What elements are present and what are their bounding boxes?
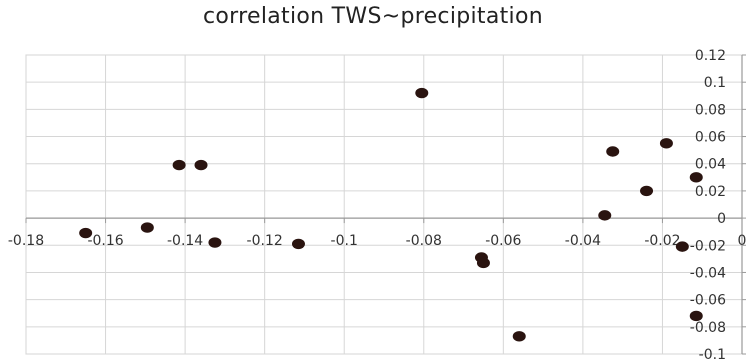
y-tick-label: -0.1 <box>699 347 726 362</box>
y-tick-label: 0.02 <box>695 184 726 200</box>
chart-title: correlation TWS~precipitation <box>203 4 543 29</box>
y-tick-label: 0 <box>717 211 726 227</box>
x-tick-label: -0.18 <box>8 233 44 249</box>
y-tick-label: 0.04 <box>695 157 726 173</box>
y-tick-label: 0.12 <box>695 48 726 64</box>
x-tick-label: -0.14 <box>167 233 203 249</box>
x-tick-label: -0.06 <box>485 233 521 249</box>
data-point <box>598 210 612 221</box>
x-tick-label: -0.08 <box>406 233 442 249</box>
data-point <box>675 241 689 252</box>
data-point <box>606 146 620 157</box>
y-tick-label: 0.06 <box>695 130 726 146</box>
data-point <box>208 237 222 248</box>
y-tick-label: 0.08 <box>695 102 726 118</box>
y-tick-label: -0.04 <box>690 265 726 281</box>
data-point <box>689 310 703 322</box>
y-tick-label: -0.06 <box>690 293 726 309</box>
data-point <box>172 159 186 171</box>
plot-border <box>25 54 743 355</box>
data-point <box>689 172 703 183</box>
data-point <box>140 222 154 233</box>
data-point <box>291 238 305 250</box>
x-tick-label: -0.1 <box>331 233 358 249</box>
data-point <box>659 138 673 149</box>
data-point <box>640 185 654 197</box>
x-tick-label: -0.16 <box>87 233 123 249</box>
data-point <box>79 227 93 239</box>
y-tick-label: -0.08 <box>690 320 726 336</box>
data-point <box>415 87 429 99</box>
x-tick-label: -0.12 <box>247 233 283 249</box>
x-tick-label: -0.02 <box>644 233 680 249</box>
data-point <box>512 331 526 342</box>
data-point <box>476 257 490 269</box>
y-tick-label: -0.02 <box>690 238 726 254</box>
x-tick-label: 0 <box>738 233 746 249</box>
y-tick-label: 0.1 <box>704 75 726 91</box>
x-tick-label: -0.04 <box>565 233 601 249</box>
data-point <box>194 159 208 171</box>
